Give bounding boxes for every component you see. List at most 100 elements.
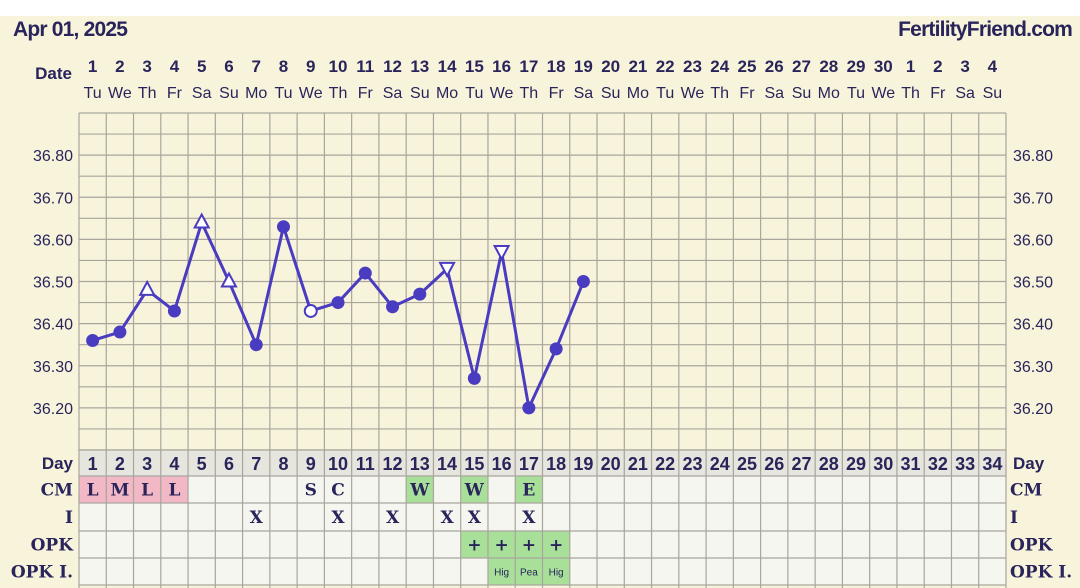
temp-point (522, 401, 536, 415)
day-cell: 34 (982, 454, 1002, 474)
cell-pink (106, 476, 134, 503)
date-tick: 20 (601, 57, 620, 76)
day-cell: 13 (410, 454, 430, 474)
y-tick-left: 36.30 (33, 359, 73, 376)
table-cell-value: + (467, 536, 481, 556)
day-cell: 6 (224, 454, 234, 474)
weekday-tick: Su (601, 85, 621, 102)
day-cell: 29 (846, 454, 866, 474)
temp-point-open (303, 303, 318, 318)
temp-point (249, 338, 263, 352)
weekday-tick: Su (219, 85, 239, 102)
day-cell: 26 (764, 454, 784, 474)
date-tick: 3 (960, 57, 969, 76)
day-cell: 9 (306, 454, 316, 474)
date-tick: 6 (224, 57, 233, 76)
date-tick: 16 (492, 57, 511, 76)
date-tick: 21 (628, 57, 647, 76)
date-tick: 26 (765, 57, 784, 76)
weekday-tick: Tu (274, 85, 292, 102)
date-tick: 29 (847, 57, 866, 76)
cell-green (460, 531, 488, 558)
table-cell-value: X (440, 508, 454, 528)
day-cell: 31 (901, 454, 921, 474)
site-logo[interactable]: FertilityFriend.com (898, 18, 1073, 41)
y-tick-left: 36.20 (33, 401, 73, 418)
day-row-label: Day (42, 454, 74, 473)
date-tick: 14 (438, 57, 457, 76)
table-cell-value: + (549, 536, 563, 556)
day-cell: 25 (737, 454, 757, 474)
day-cell: 4 (169, 454, 179, 474)
weekday-tick: Mo (436, 85, 458, 102)
date-tick: 25 (738, 57, 757, 76)
date-tick: 9 (306, 57, 315, 76)
date-tick: 28 (819, 57, 838, 76)
table-cell-value: Hig (549, 568, 564, 579)
date-tick: 3 (142, 57, 151, 76)
day-cell: 7 (251, 454, 261, 474)
y-tick-right: 36.70 (1013, 190, 1053, 207)
day-cell: 28 (819, 454, 839, 474)
row-label: I (65, 508, 73, 528)
day-cell: 8 (278, 454, 288, 474)
temp-point-triangle-down (438, 261, 456, 278)
temp-point (113, 325, 127, 339)
date-tick: 18 (547, 57, 566, 76)
cell-green (460, 476, 488, 503)
y-tick-left: 36.50 (33, 275, 73, 292)
chart-date: Apr 01, 2025 (13, 18, 128, 41)
cell-pink (160, 476, 189, 503)
weekday-tick: We (871, 85, 895, 102)
weekday-tick: Fr (739, 85, 755, 102)
day-cell: 16 (492, 454, 512, 474)
y-tick-right: 36.20 (1013, 401, 1053, 418)
day-cell: 5 (197, 454, 207, 474)
weekday-tick: Mo (627, 85, 649, 102)
day-cell: 1 (88, 454, 98, 474)
cell-green (515, 476, 543, 503)
table-cell-value: X (522, 508, 536, 528)
row-label-right: OPK I. (1010, 563, 1072, 583)
day-cell: 33 (955, 454, 975, 474)
weekday-tick: Fr (930, 85, 946, 102)
cell-green (515, 531, 543, 558)
weekday-tick: Mo (818, 85, 840, 102)
weekday-tick: Su (792, 85, 812, 102)
row-label: OPK I. (11, 563, 73, 583)
cell-green (487, 531, 516, 558)
y-tick-left: 36.40 (33, 317, 73, 334)
table-cell-value: L (87, 481, 99, 501)
temp-point-triangle-up (220, 271, 238, 288)
y-tick-left: 36.70 (33, 190, 73, 207)
table-cell-value: S (305, 481, 317, 501)
table-cell-value: W (409, 481, 430, 501)
weekday-tick: Tu (84, 85, 102, 102)
date-tick: 11 (356, 57, 374, 76)
y-tick-right: 36.60 (1013, 232, 1053, 249)
y-tick-right: 36.40 (1013, 317, 1053, 334)
weekday-tick: Fr (358, 85, 374, 102)
temp-point (386, 300, 400, 314)
date-tick: 1 (906, 57, 915, 76)
day-cell: 30 (873, 454, 893, 474)
cell-green (487, 558, 516, 585)
table-cell-value: + (494, 536, 508, 556)
cell-green (406, 476, 434, 503)
weekday-tick: Su (410, 85, 430, 102)
weekday-tick: Th (329, 85, 348, 102)
row-label-right: OPK (1010, 536, 1054, 556)
weekday-tick: We (299, 85, 323, 102)
date-tick: 30 (874, 57, 893, 76)
date-tick: 13 (410, 57, 429, 76)
y-tick-right: 36.80 (1013, 148, 1053, 165)
temp-point (276, 220, 290, 234)
table-cell-value: W (464, 481, 485, 501)
weekday-tick: Su (983, 85, 1003, 102)
temp-point (576, 275, 590, 288)
temp-point (86, 333, 100, 347)
day-cell: 22 (655, 454, 675, 474)
cell-green (542, 558, 570, 585)
weekday-tick: Tu (847, 85, 865, 102)
weekday-tick: Th (138, 85, 157, 102)
